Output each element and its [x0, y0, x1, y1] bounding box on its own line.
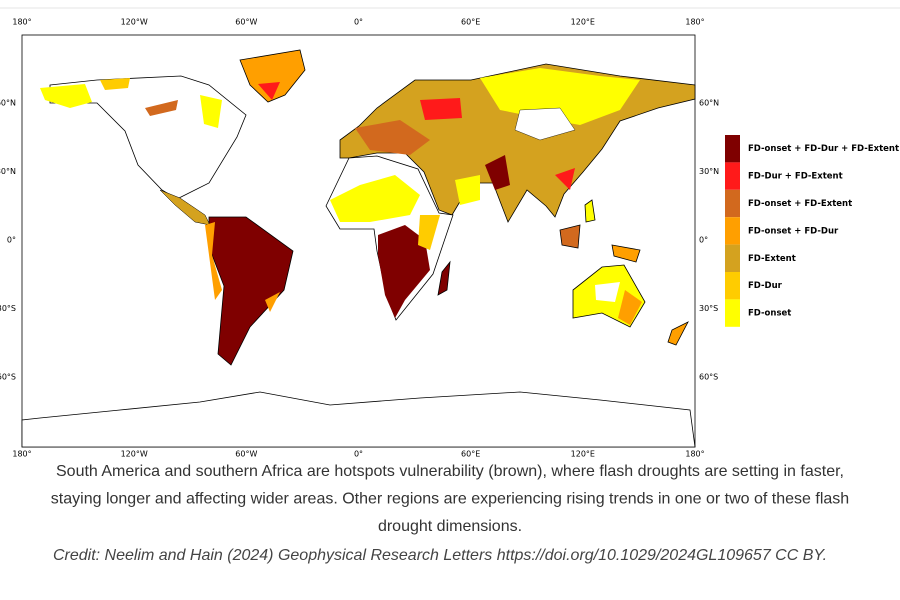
legend-label: FD-onset + FD-Dur [748, 226, 839, 236]
lon-label: 0° [354, 18, 363, 27]
lon-label: 180° [12, 450, 31, 459]
map-ticks: 180° 180° 120°W 120°W 60°W 60°W 0° 0° 60°E 60°E 12… [0, 18, 719, 459]
lon-label: 0° [354, 450, 363, 459]
lon-label: 180° [685, 450, 704, 459]
legend-label: FD-onset + FD-Dur + FD-Extent [748, 144, 899, 154]
credit: Credit: Neelim and Hain (2024) Geophysic… [53, 547, 827, 564]
lon-label: 60°E [461, 18, 480, 27]
legend-swatch [725, 272, 740, 300]
canada-dur [100, 78, 130, 90]
lat-label: 30°S [0, 304, 16, 313]
lat-label: 60°N [0, 99, 16, 108]
australia-orange [618, 290, 642, 325]
legend-swatch [725, 135, 740, 163]
australia-white [595, 282, 620, 302]
red-patches [420, 98, 575, 190]
legend-label: FD-Dur [748, 281, 783, 291]
lon-label: 60°E [461, 450, 480, 459]
greenland [239, 49, 306, 103]
legend-swatch [725, 189, 740, 218]
lon-label: 60°W [235, 450, 257, 459]
arabia-yellow [455, 175, 480, 205]
caption: South America and southern Africa are ho… [51, 463, 849, 564]
borneo [559, 224, 581, 249]
lat-label: 60°S [0, 373, 16, 382]
africa-brown [378, 225, 430, 318]
greenland-red [258, 82, 280, 100]
lon-label: 180° [12, 18, 31, 27]
legend-swatch [725, 244, 740, 272]
caption-line: staying longer and affecting wider areas… [51, 491, 849, 508]
lat-label: 0° [699, 236, 708, 245]
lon-label: 120°E [571, 450, 595, 459]
lat-label: 30°S [699, 304, 718, 313]
philippines [584, 199, 596, 223]
south-america-orange [205, 222, 280, 312]
central-asia-white [514, 107, 576, 141]
antarctica [21, 391, 696, 448]
sahel-yellow [330, 175, 420, 222]
legend: FD-onset + FD-Dur + FD-Extent FD-Dur + FD… [725, 135, 899, 327]
legend-label: FD-onset + FD-Extent [748, 199, 852, 209]
canada-strip [145, 100, 178, 116]
north-america-yellow [40, 84, 222, 128]
lon-label: 120°E [571, 18, 595, 27]
lat-label: 60°N [699, 99, 719, 108]
legend-label: FD-Extent [748, 254, 796, 264]
south-america [208, 216, 294, 366]
new-guinea [611, 244, 641, 263]
lat-label: 30°N [699, 167, 719, 176]
legend-label: FD-Dur + FD-Extent [748, 172, 843, 182]
lat-label: 60°S [699, 373, 718, 382]
lon-label: 60°W [235, 18, 257, 27]
europe-brown [355, 120, 430, 155]
north-america [49, 75, 247, 200]
east-africa [418, 215, 440, 250]
madagascar [437, 260, 451, 296]
lon-label: 120°W [121, 450, 148, 459]
legend-swatch [725, 217, 740, 245]
legend-swatch [725, 299, 740, 327]
map-land [21, 49, 696, 448]
lat-label: 0° [7, 236, 16, 245]
lon-label: 120°W [121, 18, 148, 27]
caption-line: drought dimensions. [378, 518, 522, 535]
new-zealand [667, 321, 689, 346]
south-asia-brown [485, 155, 510, 190]
legend-label: FD-onset [748, 309, 791, 319]
legend-swatch [725, 162, 740, 190]
lon-label: 180° [685, 18, 704, 27]
caption-line: South America and southern Africa are ho… [56, 463, 844, 480]
lat-label: 30°N [0, 167, 16, 176]
